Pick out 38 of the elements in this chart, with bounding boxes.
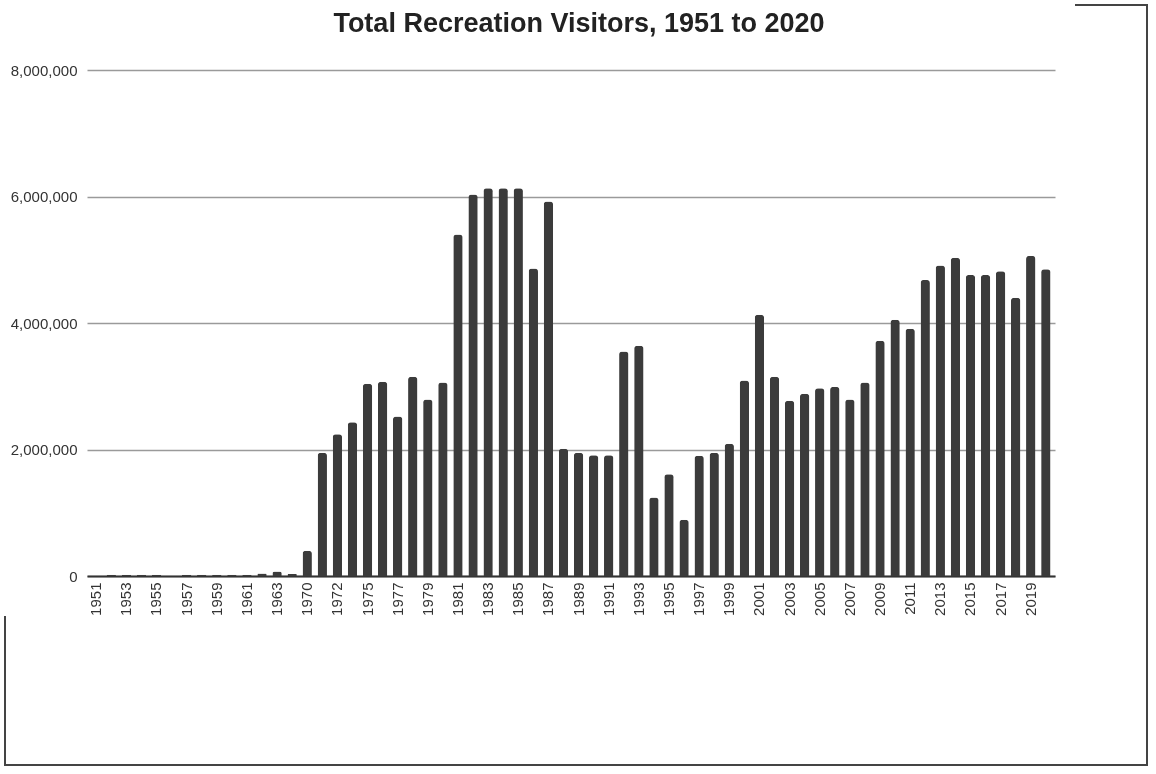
- x-tick-label: 1993: [629, 582, 647, 616]
- x-tick-label: 1975: [358, 582, 376, 616]
- y-tick-label: 6,000,000: [10, 188, 78, 205]
- x-tick-label: 1997: [690, 582, 708, 616]
- x-tick-label: 2011: [901, 582, 919, 615]
- x-tick-label: 1979: [418, 582, 436, 616]
- x-tick-label: 2013: [931, 582, 949, 616]
- x-tick-label: 2017: [991, 582, 1009, 616]
- x-tick-label: 2009: [871, 582, 888, 616]
- x-tick-label: 1981: [448, 582, 466, 616]
- x-tick-label: 1995: [659, 582, 677, 616]
- x-tick-label: 1951: [87, 582, 105, 616]
- y-tick-label: 2,000,000: [10, 441, 78, 458]
- chart-title: Total Recreation Visitors, 1951 to 2020: [333, 8, 825, 38]
- y-tick-label: 8,000,000: [10, 61, 78, 79]
- x-tick-label: 2015: [961, 582, 979, 616]
- x-tick-label: 1991: [599, 582, 617, 616]
- x-tick-label: 1957: [177, 582, 195, 616]
- x-tick-label: 1970: [298, 582, 316, 616]
- x-tick-label: 1977: [388, 582, 406, 616]
- x-tick-label: 1963: [268, 582, 286, 616]
- x-tick-label: 2007: [840, 582, 858, 616]
- x-tick-label: 1987: [539, 582, 557, 616]
- x-tick-label: 1955: [147, 582, 165, 616]
- x-tick-label: 1985: [509, 582, 527, 616]
- x-tick-label: 1953: [117, 582, 135, 616]
- x-tick-label: 1989: [569, 582, 587, 616]
- x-tick-label: 1961: [237, 582, 255, 616]
- x-tick-label: 2001: [750, 582, 768, 616]
- x-tick-label: 2003: [780, 582, 798, 616]
- x-tick-label: 1972: [328, 582, 346, 616]
- x-tick-label: 2019: [1021, 582, 1039, 616]
- x-tick-label: 1959: [207, 582, 225, 616]
- x-tick-label: 1999: [720, 582, 738, 616]
- y-tick-label: 0: [69, 567, 78, 585]
- x-tick-label: 1983: [479, 582, 497, 616]
- x-tick-label: 2005: [810, 582, 828, 616]
- y-tick-label: 4,000,000: [10, 314, 78, 332]
